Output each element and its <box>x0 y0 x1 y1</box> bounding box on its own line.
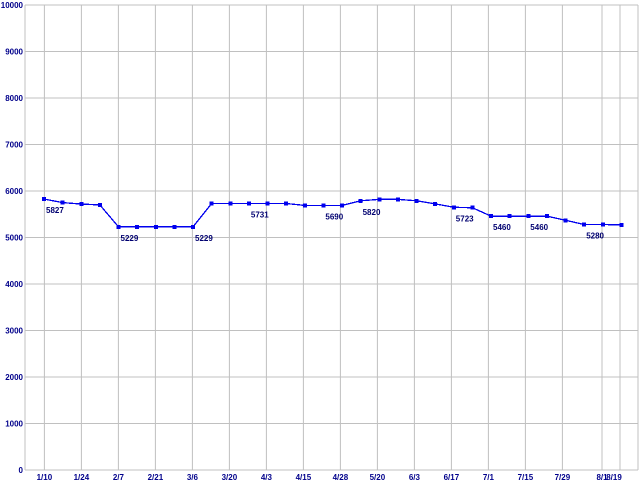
svg-text:4000: 4000 <box>5 280 23 289</box>
svg-text:1/10: 1/10 <box>37 473 53 480</box>
svg-text:4/15: 4/15 <box>296 473 312 480</box>
svg-text:5690: 5690 <box>325 212 343 221</box>
svg-text:5827: 5827 <box>46 206 64 215</box>
svg-text:7/15: 7/15 <box>518 473 534 480</box>
svg-text:2/7: 2/7 <box>113 473 125 480</box>
svg-text:7/1: 7/1 <box>483 473 495 480</box>
svg-text:5/20: 5/20 <box>370 473 386 480</box>
svg-text:2/21: 2/21 <box>148 473 164 480</box>
svg-text:5460: 5460 <box>493 223 511 232</box>
svg-text:7/29: 7/29 <box>555 473 571 480</box>
svg-text:7000: 7000 <box>5 141 23 150</box>
svg-text:6/17: 6/17 <box>444 473 460 480</box>
svg-text:3000: 3000 <box>5 327 23 336</box>
svg-text:8000: 8000 <box>5 94 23 103</box>
svg-text:1/24: 1/24 <box>74 473 90 480</box>
svg-text:6000: 6000 <box>5 187 23 196</box>
svg-text:2000: 2000 <box>5 373 23 382</box>
svg-text:5000: 5000 <box>5 234 23 243</box>
svg-text:8/19: 8/19 <box>606 473 622 480</box>
svg-text:6/3: 6/3 <box>409 473 421 480</box>
svg-text:5820: 5820 <box>363 208 381 217</box>
svg-text:5280: 5280 <box>586 232 604 241</box>
svg-text:5229: 5229 <box>121 234 139 243</box>
svg-text:10000: 10000 <box>1 1 24 10</box>
svg-text:1000: 1000 <box>5 420 23 429</box>
svg-text:4/28: 4/28 <box>333 473 349 480</box>
svg-text:5731: 5731 <box>251 211 269 220</box>
svg-text:5460: 5460 <box>530 223 548 232</box>
svg-text:0: 0 <box>19 466 24 475</box>
svg-text:4/3: 4/3 <box>261 473 273 480</box>
svg-text:3/20: 3/20 <box>222 473 238 480</box>
svg-text:5229: 5229 <box>195 234 213 243</box>
svg-text:3/6: 3/6 <box>187 473 199 480</box>
svg-text:9000: 9000 <box>5 48 23 57</box>
svg-text:5723: 5723 <box>456 214 474 223</box>
